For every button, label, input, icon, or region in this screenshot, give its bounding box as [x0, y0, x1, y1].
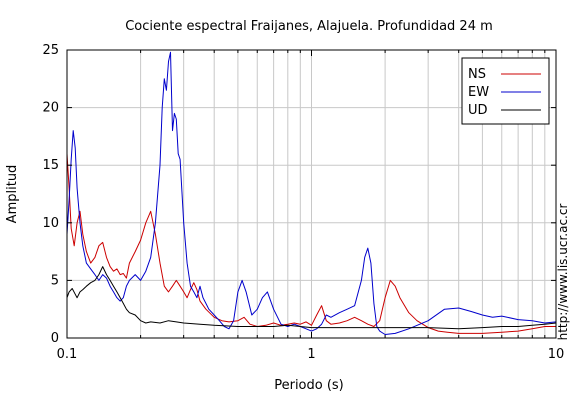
x-tick-label: 1 [307, 347, 315, 362]
legend-label-ud: UD [468, 103, 488, 118]
x-tick-label: 0.1 [57, 347, 78, 362]
tick-labels: 0 5 10 15 20 25 0.1 1 10 [42, 43, 564, 362]
y-axis-label: Amplitud [5, 165, 20, 224]
y-tick-label: 10 [42, 216, 59, 231]
y-tick-label: 0 [51, 331, 59, 346]
y-tick-label: 25 [42, 43, 59, 58]
legend-label-ew: EW [468, 85, 489, 100]
y-tick-label: 5 [51, 273, 59, 288]
side-url: http://www.lis.ucr.ac.cr [556, 204, 570, 341]
y-tick-label: 20 [42, 101, 59, 116]
series-line-ud [67, 266, 556, 330]
legend-label-ns: NS [468, 67, 486, 82]
grid [67, 50, 556, 338]
y-tick-label: 15 [42, 158, 59, 173]
series-line-ns [67, 153, 556, 334]
x-axis-label: Periodo (s) [274, 378, 344, 393]
x-tick-label: 10 [548, 347, 565, 362]
legend: NS EW UD [461, 57, 550, 125]
chart-title: Cociente espectral Fraijanes, Alajuela. … [125, 19, 493, 34]
series-layer [67, 51, 556, 335]
legend-box [461, 57, 550, 125]
axis-ticks [66, 49, 556, 339]
series-line-ew [67, 51, 556, 335]
